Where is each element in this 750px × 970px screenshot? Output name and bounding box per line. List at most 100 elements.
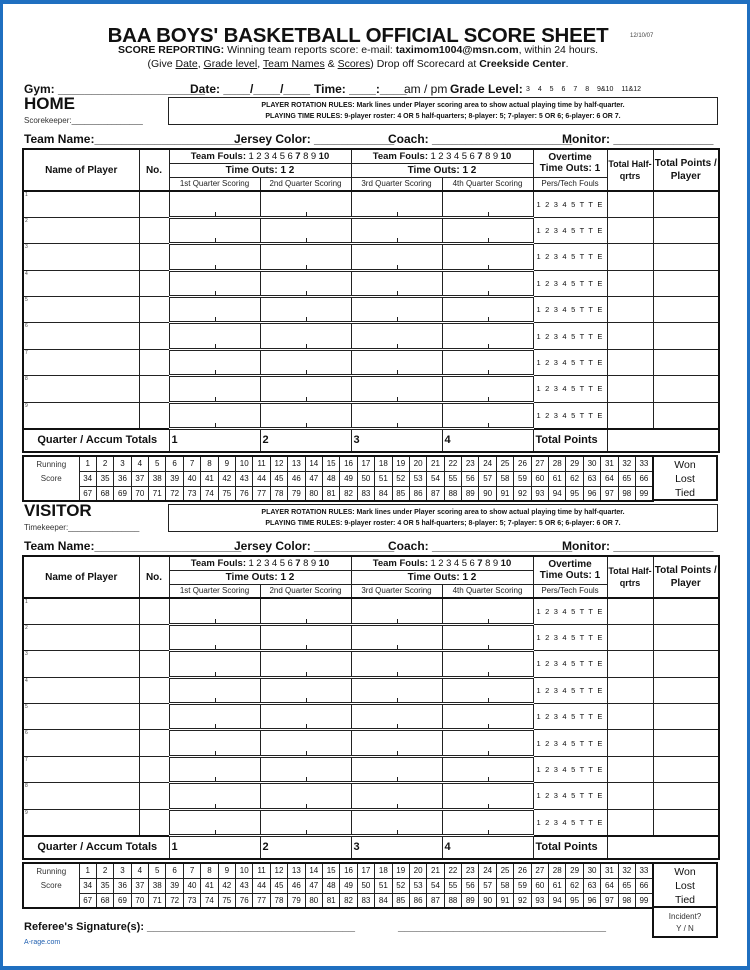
running-score-cell[interactable]: 2 xyxy=(95,862,115,879)
running-score-cell[interactable]: 44 xyxy=(252,877,271,894)
player-number-cell[interactable] xyxy=(138,650,170,678)
ot-time-outs[interactable]: Time Outs: 1 xyxy=(539,570,601,582)
team-foul-mark[interactable]: 10 xyxy=(318,150,330,162)
running-score-cell[interactable]: 80 xyxy=(304,892,323,909)
running-score-cell[interactable]: 17 xyxy=(356,862,376,879)
quarter-score-cell[interactable] xyxy=(168,782,261,811)
running-score-cell[interactable]: 86 xyxy=(408,892,428,909)
total-half-qrtrs-cell[interactable] xyxy=(606,808,654,837)
referee-signature-field[interactable]: Referee's Signature(s): ________________… xyxy=(24,921,356,933)
running-score-cell[interactable]: 5 xyxy=(148,862,167,879)
quarter-score-cell[interactable] xyxy=(441,808,534,838)
team-foul-mark[interactable]: 2 xyxy=(256,150,262,162)
quarter-score-cell[interactable] xyxy=(350,650,443,679)
quarter-score-cell[interactable] xyxy=(441,676,534,706)
running-score-cell[interactable]: 3 xyxy=(113,862,132,879)
pers-tech-fouls-cell[interactable]: 1 2 3 4 5 T T E xyxy=(532,401,608,430)
quarter-score-cell[interactable] xyxy=(350,808,443,838)
monitor-field[interactable]: Monitor: _______________ xyxy=(562,539,714,553)
running-score-cell[interactable]: 51 xyxy=(374,470,393,487)
running-score-cell[interactable]: 9 xyxy=(217,455,237,472)
player-number-cell[interactable] xyxy=(138,703,170,731)
player-name-cell[interactable]: 3 xyxy=(22,650,140,678)
team-foul-mark[interactable]: 6 xyxy=(287,557,293,569)
total-points-cell[interactable] xyxy=(652,755,720,784)
running-score-cell[interactable]: 28 xyxy=(548,455,567,472)
quarter-score-cell[interactable] xyxy=(441,243,534,272)
team-foul-mark[interactable]: 5 xyxy=(461,557,467,569)
running-score-cell[interactable]: 91 xyxy=(495,485,515,502)
running-score-cell[interactable]: 23 xyxy=(461,455,480,472)
team-foul-mark[interactable]: 1 xyxy=(248,150,254,162)
running-score-cell[interactable]: 88 xyxy=(443,485,463,502)
pers-tech-fouls-cell[interactable]: 1 2 3 4 5 T T E xyxy=(532,189,608,218)
running-score-cell[interactable]: 76 xyxy=(235,485,254,502)
pers-tech-fouls-cell[interactable]: 1 2 3 4 5 T T E xyxy=(532,375,608,403)
player-number-cell[interactable] xyxy=(138,596,170,625)
running-score-cell[interactable]: 92 xyxy=(513,485,532,502)
running-score-cell[interactable]: 72 xyxy=(165,485,184,502)
quarter-score-cell[interactable] xyxy=(350,375,443,404)
running-score-cell[interactable]: 47 xyxy=(304,877,323,894)
running-score-cell[interactable]: 77 xyxy=(252,892,271,909)
running-score-cell[interactable]: 37 xyxy=(130,877,150,894)
quarter-score-cell[interactable] xyxy=(259,650,352,679)
running-score-cell[interactable]: 91 xyxy=(495,892,515,909)
running-score-cell[interactable]: 82 xyxy=(339,485,358,502)
running-score-cell[interactable]: 10 xyxy=(235,455,254,472)
player-name-cell[interactable]: 1 xyxy=(22,596,140,625)
running-score-cell[interactable]: 39 xyxy=(165,470,184,487)
quarter-score-cell[interactable] xyxy=(350,703,443,732)
running-score-cell[interactable]: 74 xyxy=(200,892,219,909)
running-score-cell[interactable]: 45 xyxy=(269,470,289,487)
running-score-cell[interactable]: 81 xyxy=(321,892,341,909)
running-score-cell[interactable]: 61 xyxy=(548,470,567,487)
player-name-cell[interactable]: 8 xyxy=(22,375,140,403)
pers-tech-fouls-cell[interactable]: 1 2 3 4 5 T T E xyxy=(532,808,608,837)
running-score-cell[interactable]: 53 xyxy=(408,877,428,894)
running-score-cell[interactable]: 41 xyxy=(200,470,219,487)
pers-tech-fouls-cell[interactable]: 1 2 3 4 5 T T E xyxy=(532,755,608,784)
running-score-cell[interactable]: 40 xyxy=(182,877,202,894)
player-name-cell[interactable]: 5 xyxy=(22,296,140,324)
team-foul-mark[interactable]: 9 xyxy=(310,150,317,162)
quarter-score-cell[interactable] xyxy=(441,623,534,653)
running-score-cell[interactable]: 49 xyxy=(339,470,358,487)
player-name-cell[interactable]: 8 xyxy=(22,782,140,810)
incident-box[interactable]: Incident? Y / N xyxy=(652,906,718,938)
running-score-cell[interactable]: 38 xyxy=(148,470,167,487)
running-score-cell[interactable]: 48 xyxy=(321,470,341,487)
running-score-cell[interactable]: 16 xyxy=(339,862,358,879)
player-name-cell[interactable]: 9 xyxy=(22,808,140,837)
running-score-cell[interactable]: 20 xyxy=(408,862,428,879)
running-score-cell[interactable]: 60 xyxy=(530,877,550,894)
total-half-qrtrs-cell[interactable] xyxy=(606,596,654,625)
pers-tech-fouls-cell[interactable]: 1 2 3 4 5 T T E xyxy=(532,296,608,324)
total-points-cell[interactable] xyxy=(652,729,720,757)
running-score-cell[interactable]: 99 xyxy=(634,892,654,909)
running-score-cell[interactable]: 95 xyxy=(565,892,584,909)
pers-tech-fouls-cell[interactable]: 1 2 3 4 5 T T E xyxy=(532,729,608,757)
running-score-cell[interactable]: 73 xyxy=(182,485,202,502)
pers-tech-fouls-cell[interactable]: 1 2 3 4 5 T T E xyxy=(532,322,608,350)
running-score-cell[interactable]: 42 xyxy=(217,470,237,487)
time-field[interactable]: Time: ____:____ xyxy=(314,82,407,96)
quarter-score-cell[interactable] xyxy=(441,596,534,626)
quarter-score-cell[interactable] xyxy=(168,596,261,626)
running-score-cell[interactable]: 36 xyxy=(113,877,132,894)
running-score-cell[interactable]: 78 xyxy=(269,485,289,502)
quarter-score-cell[interactable] xyxy=(259,596,352,626)
running-score-cell[interactable]: 70 xyxy=(130,485,150,502)
running-score-cell[interactable]: 35 xyxy=(95,470,115,487)
team-foul-mark[interactable]: 10 xyxy=(500,557,512,569)
quarter-score-cell[interactable] xyxy=(350,189,443,219)
pers-tech-fouls-cell[interactable]: 1 2 3 4 5 T T E xyxy=(532,623,608,652)
running-score-cell[interactable]: 31 xyxy=(600,862,619,879)
total-half-qrtrs-cell[interactable] xyxy=(606,189,654,218)
team-foul-mark[interactable]: 4 xyxy=(453,150,460,162)
pers-tech-fouls-cell[interactable]: 1 2 3 4 5 T T E xyxy=(532,269,608,298)
team-foul-mark[interactable]: 7 xyxy=(295,557,301,569)
team-foul-mark[interactable]: 7 xyxy=(477,150,483,162)
running-score-cell[interactable]: 85 xyxy=(391,892,410,909)
quarter-score-cell[interactable] xyxy=(441,216,534,246)
